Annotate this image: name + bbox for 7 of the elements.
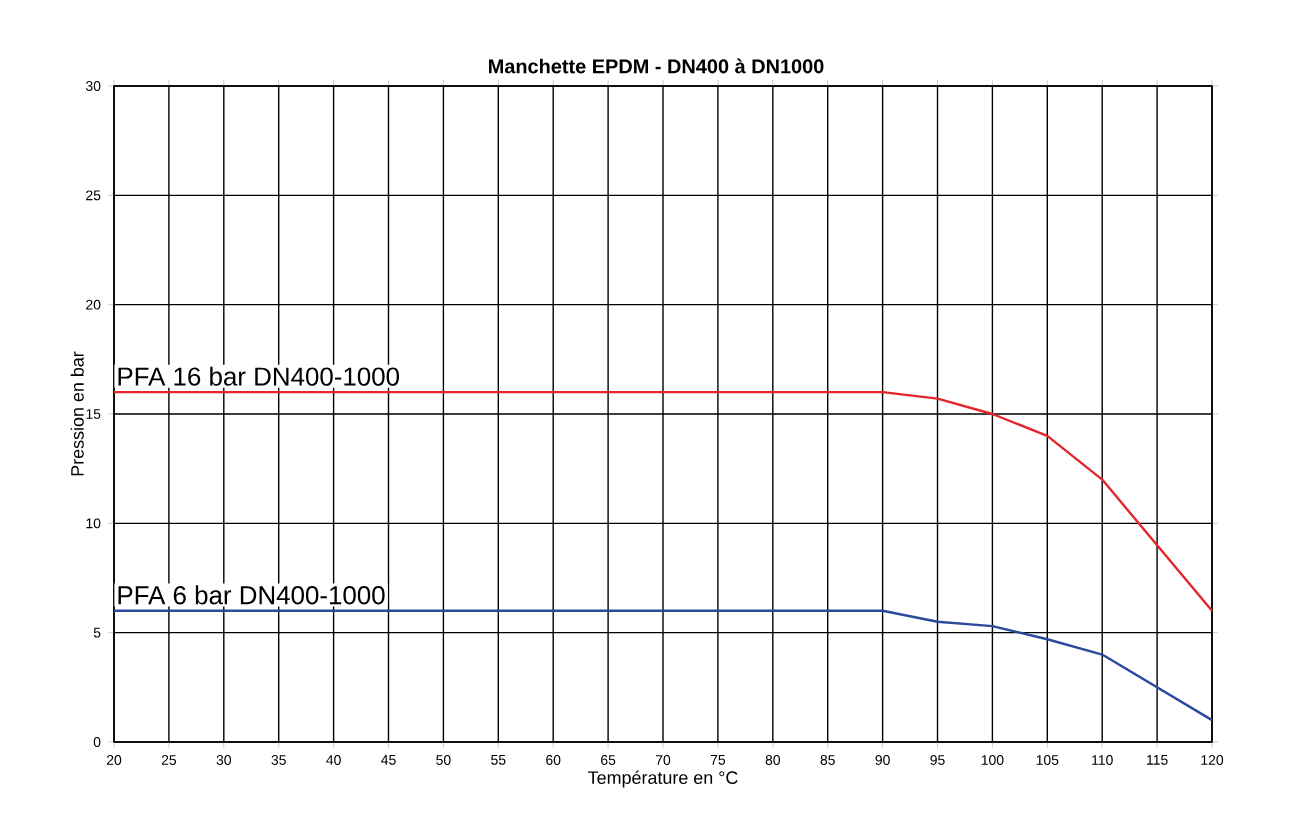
- x-axis-title: Température en °C: [588, 770, 738, 788]
- series-label: PFA 16 bar DN400-1000: [118, 366, 400, 386]
- series-label: PFA 6 bar DN400-1000: [118, 585, 385, 605]
- line-series: [112, 390, 1214, 612]
- chart-title: Manchette EPDM - DN400 à DN1000: [489, 58, 824, 74]
- line-series: [112, 609, 1214, 722]
- y-axis-title: Pression en bar: [70, 351, 84, 476]
